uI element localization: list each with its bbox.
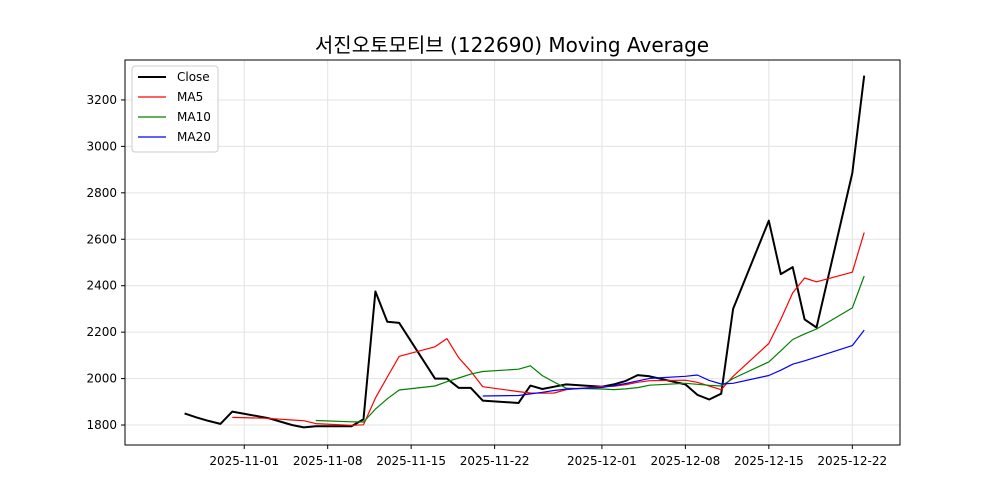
y-tick-label: 2200 [86, 325, 117, 339]
y-tick-label: 2800 [86, 186, 117, 200]
series-line-ma5 [232, 232, 865, 426]
legend: Close MA5 MA10 MA20 [131, 65, 219, 153]
grid [125, 60, 900, 445]
legend-label-close: Close [177, 70, 210, 84]
y-tick-label: 1800 [86, 418, 117, 432]
y-tick-label: 2000 [86, 372, 117, 386]
chart-title: 서진오토모티브 (122690) Moving Average [315, 33, 709, 57]
plot-frame [124, 59, 901, 446]
series-line-ma20 [482, 329, 865, 397]
series-line-ma10 [315, 275, 865, 423]
y-tick-label: 3000 [86, 139, 117, 153]
y-tick-label: 2400 [86, 279, 117, 293]
legend-label-ma20: MA20 [177, 130, 211, 144]
x-tick-label: 2025-11-01 [209, 454, 279, 468]
y-tick-label: 2600 [86, 232, 117, 246]
legend-box [131, 65, 219, 153]
y-axis: 1800 2000 2200 2400 2600 2800 3000 3200 [86, 93, 125, 432]
legend-label-ma10: MA10 [177, 110, 211, 124]
x-tick-label: 2025-12-01 [567, 454, 637, 468]
x-tick-label: 2025-12-08 [651, 454, 721, 468]
x-tick-label: 2025-11-08 [293, 454, 363, 468]
series-lines [184, 75, 866, 429]
y-tick-label: 3200 [86, 93, 117, 107]
x-tick-label: 2025-12-15 [734, 454, 804, 468]
x-axis: 2025-11-01 2025-11-08 2025-11-15 2025-11-22… [209, 445, 887, 468]
legend-label-ma5: MA5 [177, 90, 203, 104]
x-tick-label: 2025-11-15 [376, 454, 446, 468]
x-tick-label: 2025-12-22 [817, 454, 887, 468]
x-tick-label: 2025-11-22 [460, 454, 530, 468]
